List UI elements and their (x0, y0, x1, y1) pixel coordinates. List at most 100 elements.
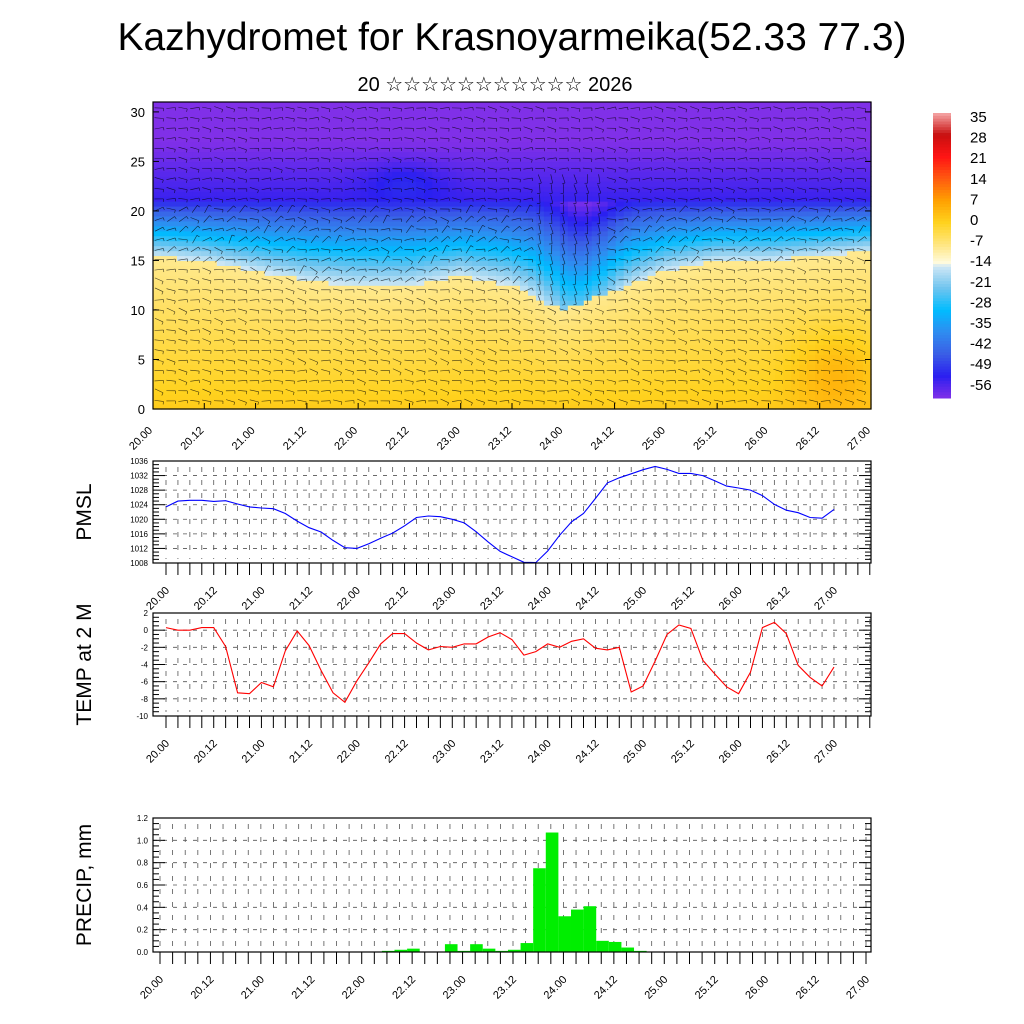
heatmap-cell (424, 235, 433, 242)
heatmap-cell (264, 141, 274, 148)
heatmap-cell (631, 394, 641, 400)
heatmap-cell (687, 295, 697, 301)
heatmap-cell (719, 131, 728, 138)
heatmap-cell (759, 265, 768, 271)
heatmap-cell (272, 245, 282, 252)
heatmap-cell (488, 260, 497, 267)
heatmap-cell (336, 156, 346, 163)
heatmap-cell (160, 339, 170, 346)
heatmap-cell (272, 319, 282, 326)
heatmap-cell (360, 136, 369, 143)
heatmap-cell (631, 404, 641, 410)
heatmap-cell (735, 275, 744, 281)
heatmap-cell (400, 131, 409, 138)
heatmap-cell (663, 399, 673, 405)
heatmap-cell (551, 181, 561, 187)
heatmap-cell (575, 240, 585, 247)
heatmap-cell (512, 314, 521, 321)
heatmap-cell (671, 136, 681, 143)
heatmap-cell (727, 369, 736, 375)
heatmap-cell (240, 329, 250, 336)
heatmap-cell (320, 300, 330, 306)
heatmap-cell (759, 235, 768, 242)
heatmap-cell (328, 399, 338, 405)
heatmap-cell (392, 181, 401, 187)
heatmap-cell (775, 102, 784, 108)
heatmap-cell (527, 141, 537, 148)
heatmap-cell (615, 196, 625, 202)
heatmap-cell (192, 102, 202, 108)
heatmap-cell (240, 275, 250, 281)
heatmap-cell (719, 111, 728, 118)
heatmap-cell (488, 389, 497, 395)
heatmap-cell (735, 265, 744, 271)
heatmap-cell (280, 166, 290, 172)
heatmap-cell (488, 235, 497, 242)
heatmap-cell (591, 359, 601, 366)
heatmap-cell (519, 131, 529, 138)
heatmap-cell (615, 235, 625, 242)
heatmap-cell (687, 181, 697, 187)
heatmap-cell (639, 215, 649, 222)
heatmap-cell (456, 205, 465, 212)
heatmap-cell (496, 354, 505, 361)
heatmap-cell (647, 205, 657, 212)
heatmap-cell (304, 171, 314, 177)
heatmap-cell (424, 220, 433, 227)
heatmap-cell (775, 290, 784, 296)
heatmap-cell (504, 379, 513, 385)
heatmap-cell (791, 324, 800, 331)
heatmap-cell (583, 270, 593, 276)
heatmap-cell (783, 270, 792, 276)
heatmap-cell (376, 116, 385, 123)
heatmap-cell (647, 196, 657, 202)
heatmap-cell (783, 389, 792, 395)
heatmap-cell (264, 285, 274, 291)
heatmap-cell (472, 290, 481, 296)
heatmap-cell (352, 151, 362, 158)
heatmap-cell (519, 275, 529, 281)
heatmap-cell (376, 126, 385, 133)
heatmap-cell (424, 131, 433, 138)
heatmap-cell (512, 181, 521, 187)
heatmap-cell (583, 111, 593, 118)
heatmap-cell (352, 255, 362, 262)
heatmap-cell (519, 181, 529, 187)
heatmap-cell (480, 131, 489, 138)
heatmap-cell (751, 240, 760, 247)
heatmap-cell (735, 270, 744, 276)
heatmap-cell (727, 230, 736, 237)
heatmap-cell (767, 290, 776, 296)
heatmap-cell (775, 265, 784, 271)
heatmap-cell (631, 240, 641, 247)
heatmap-cell (551, 176, 561, 182)
heatmap-cell (216, 166, 226, 172)
heatmap-cell (153, 275, 162, 281)
heatmap-cell (153, 116, 162, 123)
heatmap-cell (512, 324, 521, 331)
heatmap-cell (559, 250, 569, 257)
heatmap-cell (567, 136, 577, 143)
heatmap-cell (743, 290, 752, 296)
heatmap-cell (703, 359, 713, 366)
heatmap-cell (456, 191, 465, 197)
heatmap-cell (783, 191, 792, 197)
heatmap-cell (623, 319, 633, 326)
heatmap-cell (360, 305, 369, 311)
heatmap-cell (591, 349, 601, 356)
heatmap-cell (543, 210, 553, 217)
heatmap-cell (408, 205, 417, 212)
heatmap-cell (480, 205, 489, 212)
heatmap-cell (591, 235, 601, 242)
heatmap-cell (543, 102, 553, 108)
heatmap-cell (328, 220, 338, 227)
heatmap-cell (456, 166, 465, 172)
heatmap-cell (727, 240, 736, 247)
heatmap-cell (631, 191, 641, 197)
heatmap-cell (224, 354, 234, 361)
heatmap-cell (703, 181, 713, 187)
heatmap-cell (735, 369, 744, 375)
heatmap-cell (663, 255, 673, 262)
heatmap-cell (312, 255, 322, 262)
heatmap-cell (256, 210, 266, 217)
